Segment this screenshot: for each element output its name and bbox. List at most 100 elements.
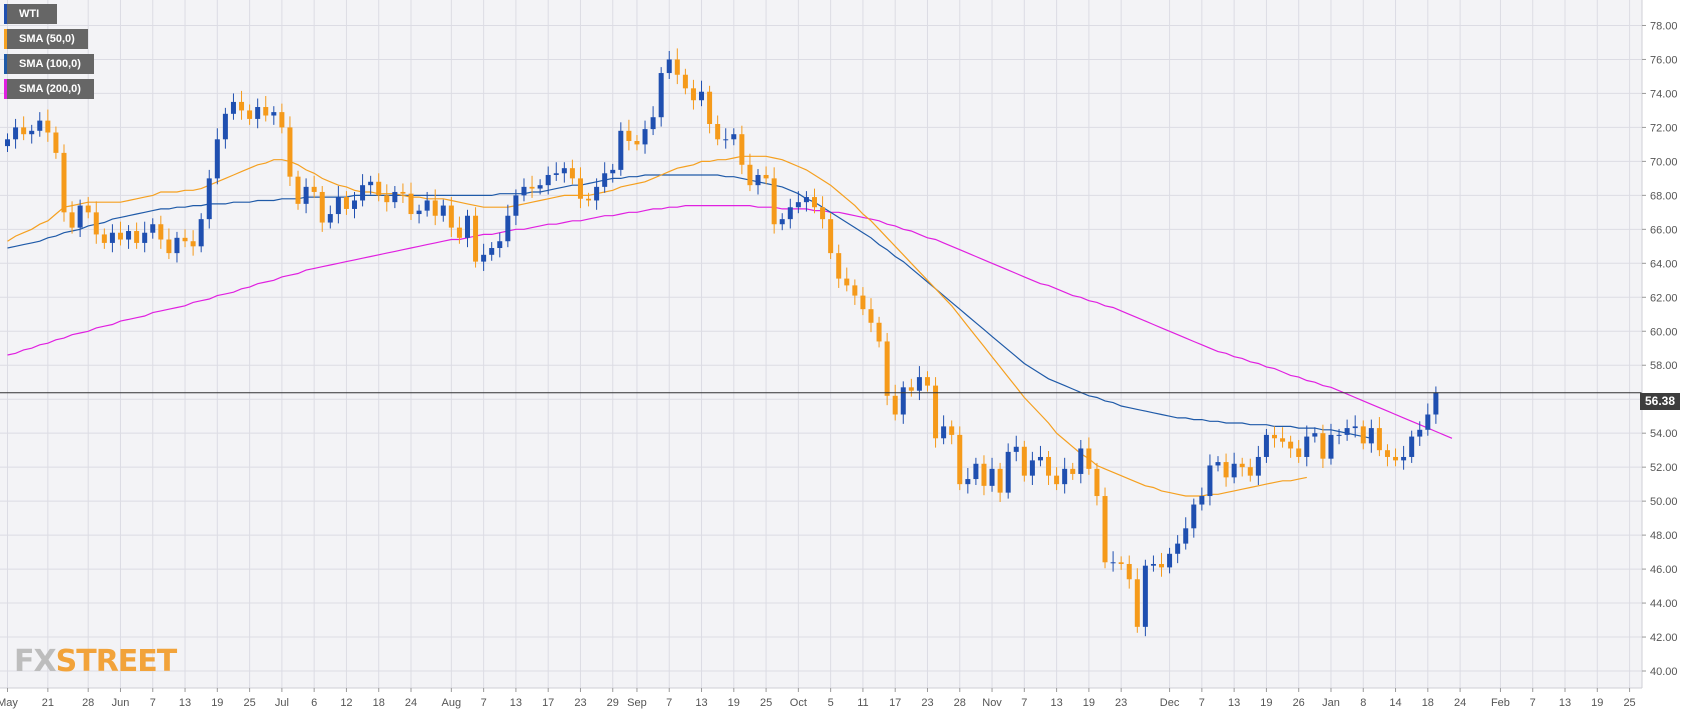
- candle-body: [626, 130, 632, 141]
- candle-body: [1183, 528, 1189, 544]
- candle-body: [1360, 426, 1366, 444]
- candle-body: [1102, 496, 1108, 563]
- candle-body: [521, 186, 527, 196]
- sma-200-line: [7, 205, 1453, 439]
- candle-body: [1191, 504, 1197, 529]
- candle-body: [884, 341, 890, 396]
- y-tick-label: 72.00: [1650, 122, 1678, 134]
- candle-body: [1223, 462, 1229, 478]
- legend-item-sma100[interactable]: SMA (100,0): [4, 54, 94, 74]
- candle-body: [739, 134, 745, 165]
- x-tick-label: 6: [311, 697, 317, 709]
- x-tick-label: 24: [405, 697, 417, 709]
- x-tick-label: 24: [1454, 697, 1466, 709]
- candle-body: [222, 113, 228, 140]
- x-tick-label: 7: [1021, 697, 1027, 709]
- candle-body: [610, 169, 616, 174]
- y-tick-label: 74.00: [1650, 88, 1678, 100]
- y-tick-label: 40.00: [1650, 666, 1678, 678]
- candle-body: [408, 193, 414, 215]
- candle-body: [368, 181, 374, 186]
- candle-body: [1393, 456, 1399, 461]
- candle-body: [1320, 433, 1326, 459]
- candle-body: [247, 110, 253, 119]
- y-tick-label: 54.00: [1650, 428, 1678, 440]
- candle-body: [384, 195, 390, 203]
- candle-body: [1231, 463, 1237, 478]
- x-tick-label: 28: [954, 697, 966, 709]
- legend-label: WTI: [19, 8, 40, 20]
- candle-body: [271, 112, 277, 116]
- x-tick-label: 12: [340, 697, 352, 709]
- x-tick-label: 13: [1559, 697, 1571, 709]
- candle-body: [255, 107, 261, 119]
- candle-body: [352, 200, 358, 209]
- candle-body: [674, 59, 680, 75]
- candle-body: [513, 195, 519, 216]
- candle-body: [198, 219, 204, 247]
- candle-body: [916, 377, 922, 391]
- candle-body: [1304, 436, 1310, 457]
- x-tick-label: Jan: [1322, 697, 1340, 709]
- candle-body: [803, 197, 809, 203]
- candle-body: [1126, 563, 1132, 580]
- candle-body: [949, 426, 955, 435]
- candle-body: [1271, 434, 1277, 439]
- legend-item-wti[interactable]: WTI: [4, 4, 57, 24]
- candle-body: [448, 205, 454, 228]
- candle-body: [206, 178, 212, 220]
- x-tick-label: Aug: [442, 697, 462, 709]
- candle-body: [787, 207, 793, 220]
- candle-body: [1199, 496, 1205, 505]
- candle-body: [1247, 467, 1253, 476]
- candle-body: [93, 212, 99, 235]
- legend-item-sma50[interactable]: SMA (50,0): [4, 29, 88, 49]
- candle-body: [424, 200, 430, 211]
- candle-body: [771, 178, 777, 225]
- candle-body: [360, 185, 366, 201]
- candle-body: [182, 237, 188, 242]
- x-tick-label: 13: [695, 697, 707, 709]
- candle-body: [1150, 563, 1156, 566]
- x-tick-label: Feb: [1491, 697, 1510, 709]
- candle-body: [1296, 448, 1302, 457]
- candle-body: [190, 241, 196, 247]
- x-tick-label: Jun: [112, 697, 130, 709]
- x-tick-label: 13: [1050, 697, 1062, 709]
- x-tick-label: 5: [828, 697, 834, 709]
- candle-body: [957, 434, 963, 485]
- x-tick-label: 14: [1389, 697, 1401, 709]
- candle-body: [29, 130, 35, 135]
- candle-body: [61, 152, 67, 213]
- candle-body: [763, 174, 769, 179]
- y-tick-label: 42.00: [1650, 632, 1678, 644]
- candle-body: [109, 232, 115, 243]
- x-tick-label: 19: [1591, 697, 1603, 709]
- x-tick-label: 18: [1422, 697, 1434, 709]
- y-tick-label: 52.00: [1650, 462, 1678, 474]
- candle-body: [45, 120, 51, 133]
- candle-body: [1433, 392, 1439, 415]
- candle-body: [924, 377, 930, 386]
- candle-body: [941, 426, 947, 439]
- candle-body: [319, 191, 325, 223]
- x-tick-label: 7: [1199, 697, 1205, 709]
- candle-body: [239, 101, 245, 111]
- y-tick-label: 60.00: [1650, 326, 1678, 338]
- x-tick-label: 17: [889, 697, 901, 709]
- candle-body: [21, 127, 27, 135]
- x-tick-label: 23: [574, 697, 586, 709]
- candle-body: [731, 134, 737, 140]
- legend-item-sma200[interactable]: SMA (200,0): [4, 79, 94, 99]
- candle-body: [101, 234, 107, 243]
- candle-body: [505, 215, 511, 242]
- logo-fx: FX: [14, 644, 57, 679]
- candle-body: [473, 215, 479, 262]
- candle-body: [481, 254, 487, 262]
- x-tick-label: Oct: [790, 697, 807, 709]
- candle-body: [1029, 460, 1035, 476]
- candle-body: [134, 231, 140, 243]
- candle-body: [1046, 456, 1052, 476]
- candle-body: [1401, 456, 1407, 461]
